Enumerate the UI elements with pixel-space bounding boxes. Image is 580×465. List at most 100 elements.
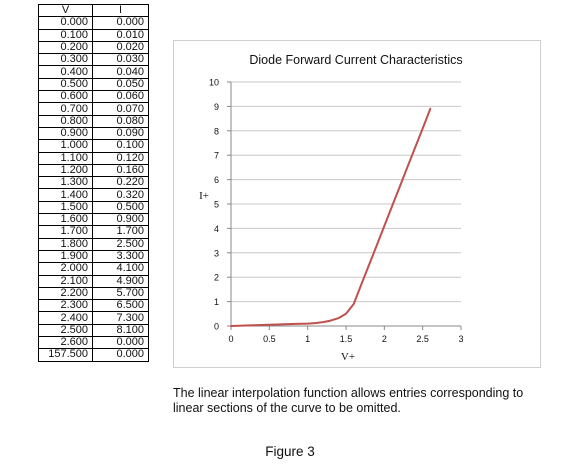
cell-current: 0.010	[92, 28, 149, 42]
table-row: 2.300 6.500	[38, 299, 149, 313]
table-row: 2.400 7.300	[38, 311, 149, 325]
cell-voltage: 0.900	[38, 126, 93, 141]
table-row: 0.300 0.030	[38, 53, 149, 67]
y-axis-label: I+	[199, 190, 209, 202]
cell-voltage: 2.100	[38, 274, 93, 288]
cell-voltage: 2.200	[38, 286, 93, 301]
cell-current: 0.320	[92, 188, 149, 202]
cell-current: 0.040	[92, 65, 149, 79]
cell-current: 0.220	[92, 176, 149, 190]
cell-voltage: 1.000	[38, 139, 93, 153]
table-row: 0.900 0.090	[38, 126, 149, 141]
table-row: 2.600 0.000	[38, 336, 149, 350]
table-row: 2.200 5.700	[38, 286, 149, 301]
cell-voltage: 2.600	[38, 336, 93, 350]
cell-voltage: 1.400	[38, 188, 93, 202]
table-row: 0.800 0.080	[38, 114, 149, 128]
cell-current: 1.700	[92, 225, 149, 239]
cell-current: 6.500	[92, 299, 149, 313]
y-tick-label: 10	[209, 78, 219, 88]
diode-chart: Diode Forward Current Characteristics 0 1 2…	[199, 53, 463, 363]
cell-current: 0.100	[92, 139, 149, 153]
column-header-i: I	[92, 3, 149, 18]
figure-label: Figure 3	[265, 444, 315, 459]
y-tick-label: 7	[214, 151, 219, 161]
cell-current: 0.500	[92, 200, 149, 215]
cell-current: 0.060	[92, 90, 149, 104]
table-row: 1.700 1.700	[38, 225, 149, 239]
y-tick-label: 2	[214, 273, 219, 283]
table-row: 0.400 0.040	[38, 65, 149, 79]
cell-current: 5.700	[92, 286, 149, 301]
cell-current: 0.000	[92, 336, 149, 350]
y-tick-label: 9	[214, 102, 219, 112]
chart-area: Diode Forward Current Characteristics 0 1 2…	[173, 40, 541, 368]
cell-voltage: 0.500	[38, 77, 93, 92]
cell-voltage: 2.500	[38, 323, 93, 338]
table-row: 0.100 0.010	[38, 28, 149, 42]
table-row: 0.700 0.070	[38, 102, 149, 116]
column-header-v: V	[38, 3, 93, 18]
x-tick-label: 2	[382, 334, 387, 344]
cell-voltage: 0.000	[38, 16, 93, 30]
y-tick-label: 1	[214, 297, 219, 307]
x-tick-label: 0	[228, 334, 233, 344]
table-body: 0.000 0.000 0.100 0.010 0.200 0.020 0.300 0.030…	[38, 16, 149, 362]
table-row: 1.500 0.500	[38, 200, 149, 215]
cell-voltage: 2.400	[38, 311, 93, 325]
table-row: 1.000 0.100	[38, 139, 149, 153]
caption-text: The linear interpolation function allows…	[173, 386, 524, 415]
cell-voltage: 0.600	[38, 90, 93, 104]
cell-current: 0.020	[92, 40, 149, 55]
table-row: 1.900 3.300	[38, 249, 149, 264]
table-row: 1.800 2.500	[38, 237, 149, 251]
table-row: 2.500 8.100	[38, 323, 149, 338]
table-row: 1.600 0.900	[38, 213, 149, 227]
cell-voltage: 1.300	[38, 176, 93, 190]
table-row: 1.400 0.320	[38, 188, 149, 202]
vi-data-table: V I 0.000 0.000 0.100 0.010 0.200 0.020 0.300 0…	[38, 3, 149, 362]
cell-current: 0.900	[92, 213, 149, 227]
cell-current: 0.120	[92, 151, 149, 165]
cell-voltage: 2.300	[38, 299, 93, 313]
table-row: 2.000 4.100	[38, 262, 149, 276]
cell-voltage: 0.700	[38, 102, 93, 116]
cell-current: 2.500	[92, 237, 149, 251]
cell-voltage: 1.200	[38, 163, 93, 178]
x-tick-label: 1	[305, 334, 310, 344]
y-tick-label: 5	[214, 200, 219, 210]
cell-voltage: 0.400	[38, 65, 93, 79]
cell-voltage: 1.100	[38, 151, 93, 165]
table-row: 0.200 0.020	[38, 40, 149, 55]
cell-voltage: 1.500	[38, 200, 93, 215]
table-row: 1.200 0.160	[38, 163, 149, 178]
cell-voltage: 0.100	[38, 28, 93, 42]
table-row: 0.000 0.000	[38, 16, 149, 30]
cell-current: 3.300	[92, 249, 149, 264]
table-row: 1.300 0.220	[38, 176, 149, 190]
cell-voltage: 1.800	[38, 237, 93, 251]
cell-voltage: 0.800	[38, 114, 93, 128]
cell-current: 0.080	[92, 114, 149, 128]
cell-current: 0.160	[92, 163, 149, 178]
cell-current: 4.900	[92, 274, 149, 288]
y-tick-label: 8	[214, 126, 219, 136]
series-line	[230, 107, 432, 327]
cell-current: 0.030	[92, 53, 149, 67]
cell-voltage: 157.500	[38, 348, 93, 362]
table-row: 2.100 4.900	[38, 274, 149, 288]
table-header-row: V I	[38, 3, 149, 18]
cell-current: 0.000	[92, 16, 149, 30]
chart-title: Diode Forward Current Characteristics	[249, 53, 462, 67]
x-tick-label: 1.5	[340, 334, 353, 344]
x-tick-label: 3	[458, 334, 463, 344]
y-tick-label: 3	[214, 248, 219, 258]
cell-current: 8.100	[92, 323, 149, 338]
x-tick-label: 2.5	[416, 334, 429, 344]
cell-current: 0.050	[92, 77, 149, 92]
y-tick-label: 6	[214, 175, 219, 185]
cell-voltage: 1.700	[38, 225, 93, 239]
cell-current: 7.300	[92, 311, 149, 325]
cell-current: 0.090	[92, 126, 149, 141]
y-tick-label: 4	[214, 224, 219, 234]
